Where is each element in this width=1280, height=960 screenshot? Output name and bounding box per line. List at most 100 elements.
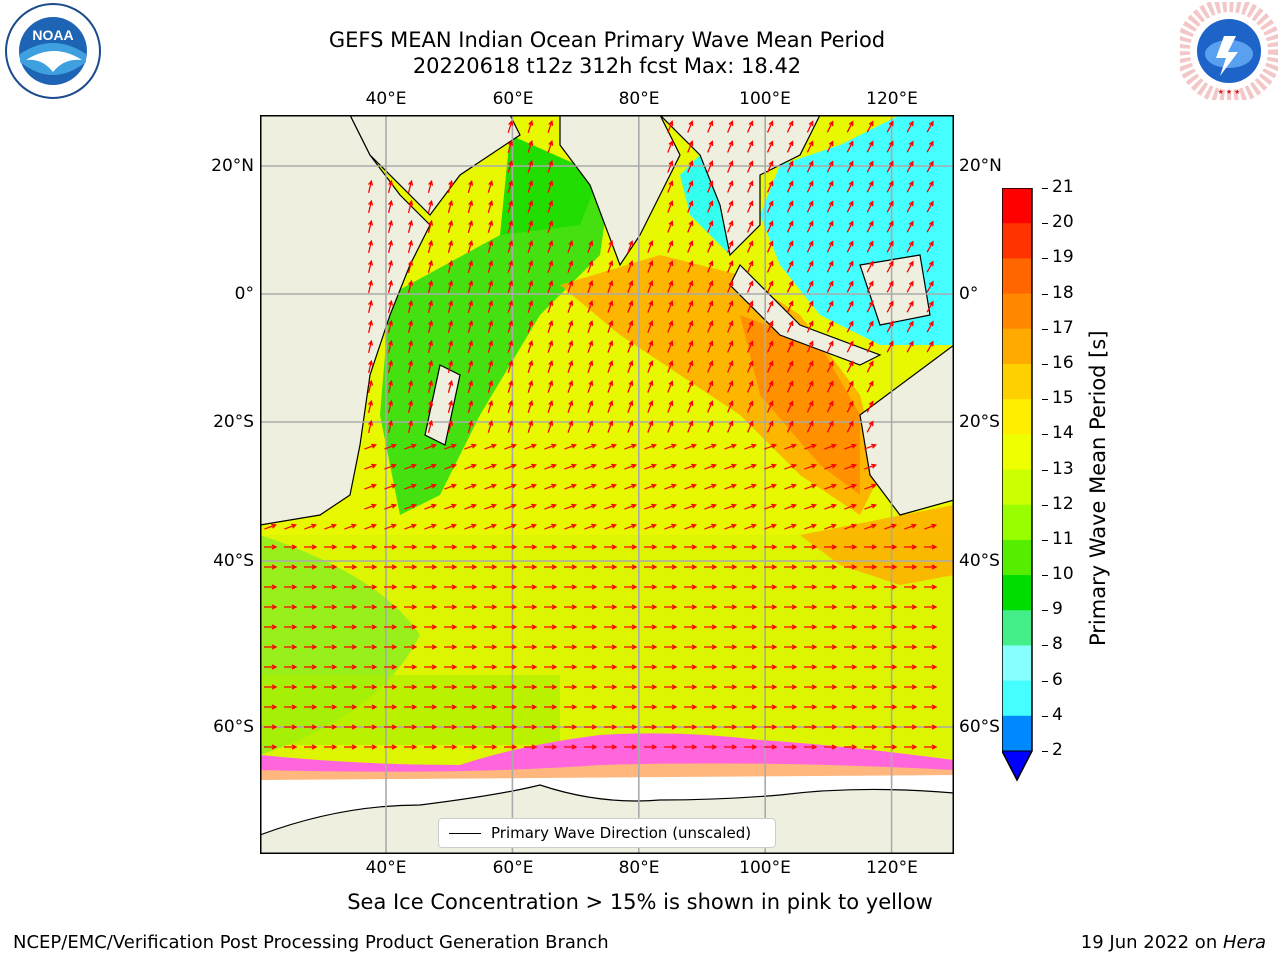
- wave-arrow: [584, 544, 598, 550]
- wave-arrow: [624, 704, 638, 710]
- wave-arrow: [804, 704, 818, 710]
- wave-arrow: [567, 339, 574, 353]
- wave-arrow: [304, 704, 318, 710]
- wave-arrow: [604, 624, 618, 630]
- wave-arrow: [607, 239, 614, 253]
- wave-arrow: [866, 240, 874, 253]
- wave-arrow: [604, 664, 618, 670]
- wave-arrow: [806, 400, 814, 413]
- wave-arrow: [667, 300, 674, 313]
- wave-arrow: [624, 463, 638, 470]
- wave-arrow: [524, 624, 538, 630]
- lat-tick-right: 60°S: [959, 717, 1000, 737]
- sea-ice-caption: Sea Ice Concentration > 15% is shown in …: [347, 890, 933, 914]
- wave-arrow: [427, 359, 434, 373]
- wave-arrow: [624, 503, 638, 510]
- wave-arrow: [886, 240, 894, 253]
- wave-arrow: [584, 564, 598, 570]
- wave-arrow: [844, 744, 858, 750]
- wave-arrow: [644, 624, 658, 630]
- wave-arrow: [727, 200, 734, 213]
- wave-arrow: [324, 604, 338, 610]
- wave-arrow: [487, 259, 494, 273]
- wave-arrow: [784, 443, 798, 450]
- wave-arrow: [806, 200, 814, 213]
- wave-arrow: [507, 239, 514, 253]
- wave-arrow: [804, 604, 818, 610]
- wave-arrow: [864, 523, 878, 530]
- wave-arrow: [524, 664, 538, 670]
- wave-arrow: [544, 443, 558, 450]
- wave-arrow: [527, 299, 534, 313]
- wave-arrow: [547, 119, 554, 133]
- wave-arrow: [264, 523, 278, 530]
- colorbar-tick-label: 12: [1052, 493, 1074, 514]
- wave-arrow: [264, 564, 278, 570]
- wave-arrow: [786, 360, 794, 373]
- wave-arrow: [906, 120, 914, 133]
- wave-arrow: [544, 704, 558, 710]
- wave-arrow: [444, 664, 458, 670]
- map-svg: [259, 114, 955, 855]
- wave-arrow: [684, 564, 698, 570]
- wave-arrow: [284, 604, 298, 610]
- wave-arrow: [484, 704, 498, 710]
- wave-arrow: [886, 260, 894, 273]
- wave-arrow: [544, 604, 558, 610]
- wave-arrow: [424, 664, 438, 670]
- wave-arrow: [507, 399, 514, 413]
- wave-arrow: [784, 584, 798, 590]
- wave-arrow: [864, 503, 878, 510]
- wave-arrow: [864, 684, 878, 690]
- wave-arrow: [467, 419, 474, 433]
- wave-arrow: [707, 360, 714, 373]
- wave-arrow: [507, 379, 514, 393]
- wave-arrow: [744, 523, 758, 530]
- wave-arrow: [584, 704, 598, 710]
- wave-arrow: [304, 684, 318, 690]
- wave-arrow: [806, 360, 814, 373]
- wave-arrow: [866, 360, 874, 373]
- wave-arrow: [544, 684, 558, 690]
- wave-arrow: [604, 744, 618, 750]
- wave-arrow: [687, 220, 694, 233]
- lon-tick-top: 40°E: [365, 89, 407, 109]
- wave-arrow: [844, 724, 858, 730]
- wave-arrow: [687, 160, 694, 173]
- wave-arrow: [704, 684, 718, 690]
- colorbar-tick-label: 17: [1052, 317, 1074, 338]
- wave-arrow: [547, 279, 554, 293]
- wave-arrow: [427, 379, 434, 393]
- wave-arrow: [687, 140, 694, 153]
- wave-arrow: [404, 503, 418, 510]
- wave-arrow: [624, 684, 638, 690]
- wave-arrow: [447, 279, 454, 293]
- wave-arrow: [926, 200, 934, 213]
- wave-arrow: [387, 239, 394, 253]
- wave-arrow: [404, 724, 418, 730]
- wave-arrow: [547, 239, 554, 253]
- wave-arrow: [784, 523, 798, 530]
- wave-arrow: [644, 463, 658, 470]
- wave-arrow: [864, 544, 878, 550]
- wave-arrow: [664, 704, 678, 710]
- wave-arrow: [464, 624, 478, 630]
- colorbar-tick: [1042, 363, 1048, 365]
- wave-arrow: [644, 704, 658, 710]
- wave-arrow: [567, 299, 574, 313]
- wave-arrow: [364, 644, 378, 650]
- wave-arrow: [587, 399, 594, 413]
- wave-arrow: [824, 483, 838, 490]
- wave-arrow: [544, 544, 558, 550]
- wave-arrow: [746, 400, 754, 413]
- wave-arrow: [424, 644, 438, 650]
- wave-arrow: [504, 644, 518, 650]
- wave-arrow: [344, 584, 358, 590]
- wave-arrow: [884, 664, 898, 670]
- wave-arrow: [764, 584, 778, 590]
- wave-arrow: [886, 340, 894, 353]
- wave-arrow: [544, 724, 558, 730]
- wave-arrow: [786, 160, 794, 173]
- colorbar-swatch: [1002, 328, 1032, 365]
- wave-arrow: [304, 744, 318, 750]
